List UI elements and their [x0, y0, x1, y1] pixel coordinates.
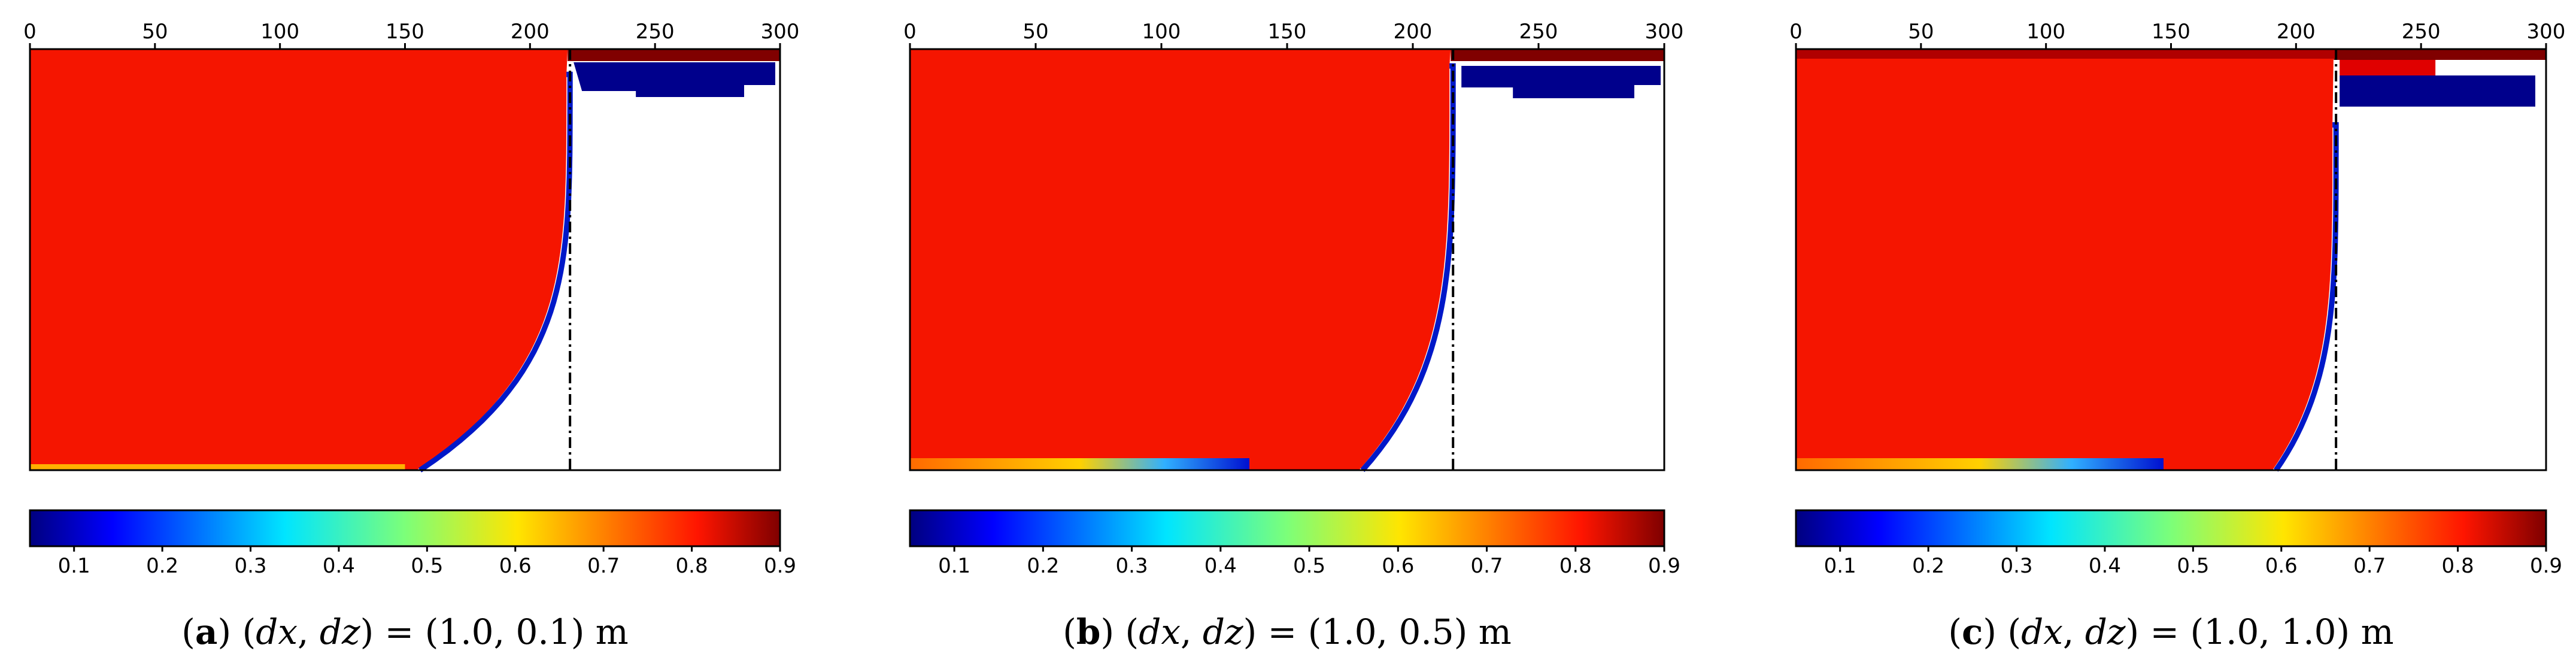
x-tick-label: 100 — [260, 20, 299, 44]
caption-part: ) = (1.0, 0.5) m — [1243, 612, 1512, 652]
colorbar-tick-label: 0.5 — [2177, 554, 2209, 578]
caption-part: ( — [1125, 612, 1139, 652]
colorbar-tick-label: 0.9 — [764, 554, 796, 578]
top-strip-c — [2334, 49, 2546, 60]
water-body-a — [30, 49, 568, 470]
colorbar-tick-label: 0.6 — [499, 554, 532, 578]
colorbar-tick-label: 0.9 — [1648, 554, 1680, 578]
navy-block-b — [1461, 66, 1661, 98]
caption-part: dz — [320, 612, 360, 652]
colorbar-tick-label: 0.4 — [323, 554, 355, 578]
colorbar-tick-label: 0.7 — [587, 554, 620, 578]
x-tick-label: 150 — [1268, 20, 1307, 44]
caption-part: ( — [1948, 612, 1962, 652]
top-strip-b — [1451, 49, 1664, 61]
x-tick-label: 0 — [1789, 20, 1803, 44]
caption-part: ( — [181, 612, 195, 652]
caption-part: dz — [1203, 612, 1243, 652]
caption-part: ) = (1.0, 0.1) m — [360, 612, 629, 652]
panel-c: 0 50 100 150 200 250 300 0.1 0.2 0.3 0.4 0.5 0.6 0.7 0… — [1789, 20, 2565, 652]
x-tick-label: 250 — [1519, 20, 1558, 44]
water-body-c — [1796, 49, 2334, 470]
x-tick-label: 300 — [761, 20, 800, 44]
caption-part: ( — [242, 612, 256, 652]
x-tick-label: 50 — [1022, 20, 1048, 44]
colorbar-tick-label: 0.6 — [1382, 554, 1414, 578]
colorbar-tick-label: 0.8 — [1559, 554, 1592, 578]
colorbar-tick-label: 0.2 — [1912, 554, 1944, 578]
colorbar-tick-label: 0.7 — [2353, 554, 2386, 578]
caption-b: (b) (dx, dz) = (1.0, 0.5) m — [1063, 612, 1511, 652]
caption-part: dx — [2021, 612, 2063, 652]
caption-part: dz — [2085, 612, 2126, 652]
x-tick-label: 250 — [2402, 20, 2441, 44]
navy-block-a — [574, 62, 775, 97]
colorbar-tick-label: 0.5 — [411, 554, 443, 578]
colorbar-a — [29, 509, 781, 547]
caption-part: ) — [217, 612, 242, 652]
water-body-b — [910, 49, 1451, 470]
x-tick-label: 200 — [511, 20, 550, 44]
panel-b: 0 50 100 150 200 250 300 0.1 0.2 0.3 0.4 0.5 0.6 0.7 0… — [903, 20, 1683, 652]
colorbar-tick-label: 0.5 — [1293, 554, 1325, 578]
x-tick-label: 300 — [1645, 20, 1684, 44]
bottom-layer-c — [1796, 458, 2164, 470]
colorbar-tick-label: 0.4 — [2089, 554, 2121, 578]
colorbar-tick-label: 0.9 — [2530, 554, 2562, 578]
caption-part: , — [2063, 612, 2085, 652]
x-tick-label: 50 — [1908, 20, 1934, 44]
front-edge-b — [1360, 63, 1456, 472]
colorbar-tick-label: 0.7 — [1470, 554, 1503, 578]
top-strip-a — [568, 49, 780, 61]
colorbar-b — [909, 509, 1665, 547]
colorbar-tick-label: 0.2 — [146, 554, 178, 578]
x-tick-label: 50 — [142, 20, 168, 44]
x-tick-label: 100 — [1142, 20, 1181, 44]
caption-part: dx — [256, 612, 298, 652]
caption-part: a — [195, 612, 218, 652]
caption-part: , — [298, 612, 320, 652]
colorbar-tick-label: 0.1 — [1824, 554, 1856, 578]
colorbar-tick-label: 0.3 — [1116, 554, 1148, 578]
colorbar-tick-label: 0.1 — [58, 554, 90, 578]
colorbar-tick-label: 0.3 — [2000, 554, 2032, 578]
colorbar-tick-label: 0.2 — [1027, 554, 1059, 578]
colorbar-tick-label: 0.8 — [676, 554, 708, 578]
red-bar-c — [2340, 60, 2436, 75]
bottom-layer-a — [30, 464, 405, 470]
caption-part: ( — [2007, 612, 2021, 652]
panel-a: 0 50 100 150 200 250 300 0.1 0.2 0.3 0.4 0.5 0.6 0.7 0… — [23, 20, 799, 652]
navy-block-c — [2340, 75, 2535, 107]
caption-part: ) — [1983, 612, 2007, 652]
x-tick-label: 150 — [386, 20, 424, 44]
x-tick-label: 150 — [2152, 20, 2190, 44]
top-strip-left-c — [1796, 49, 2337, 59]
caption-a: (a) (dx, dz) = (1.0, 0.1) m — [181, 612, 629, 652]
x-tick-label: 250 — [636, 20, 675, 44]
front-edge-a — [418, 71, 573, 473]
caption-part: c — [1962, 612, 1983, 652]
colorbar-tick-label: 0.6 — [2265, 554, 2298, 578]
x-tick-label: 200 — [2277, 20, 2316, 44]
x-tick-label: 0 — [903, 20, 917, 44]
x-tick-label: 300 — [2527, 20, 2566, 44]
caption-part: ( — [1063, 612, 1076, 652]
caption-part: dx — [1139, 612, 1181, 652]
x-tick-label: 200 — [1394, 20, 1433, 44]
colorbar-tick-label: 0.3 — [234, 554, 266, 578]
caption-part: ) = (1.0, 1.0) m — [2125, 612, 2393, 652]
x-tick-label: 100 — [2026, 20, 2065, 44]
x-tick-label: 0 — [23, 20, 37, 44]
caption-c: (c) (dx, dz) = (1.0, 1.0) m — [1948, 612, 2393, 652]
caption-part: b — [1076, 612, 1101, 652]
colorbar-tick-label: 0.1 — [938, 554, 970, 578]
colorbar-tick-label: 0.4 — [1204, 554, 1237, 578]
colorbar-tick-label: 0.8 — [2442, 554, 2474, 578]
colorbar-c — [1795, 509, 2547, 547]
caption-part: , — [1181, 612, 1203, 652]
caption-part: ) — [1100, 612, 1125, 652]
front-edge-c — [2274, 122, 2339, 472]
bottom-layer-b — [910, 458, 1249, 470]
